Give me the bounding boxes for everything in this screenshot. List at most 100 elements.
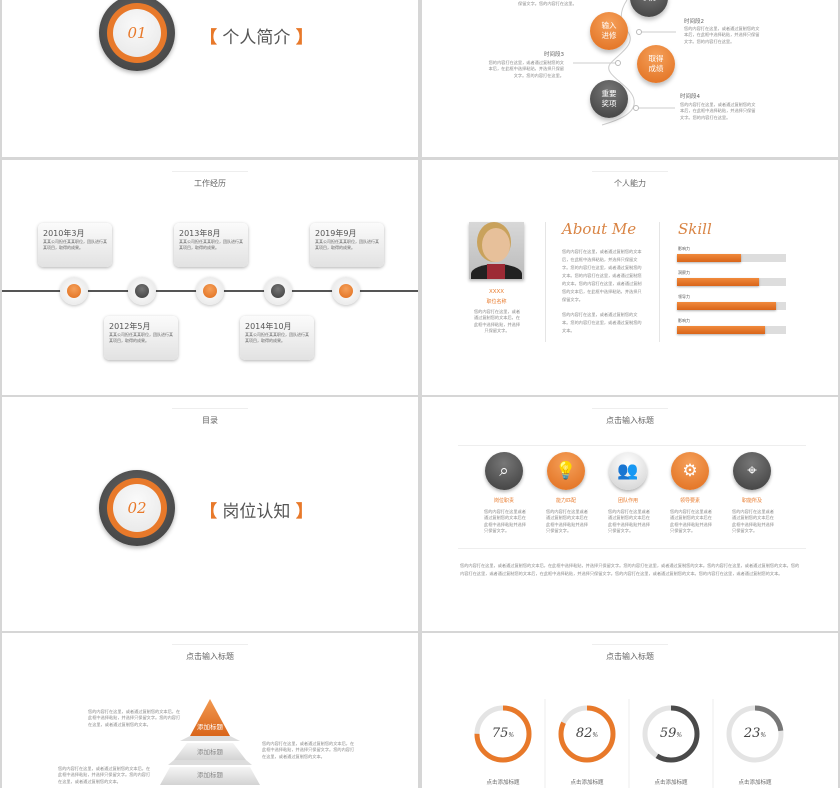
timeline-curve (573, 0, 676, 126)
slide-6-position-icons[interactable]: 点击输入标题 您的内容打在这里，或者通过复制您的文本后，在此框中选择粘贴，并选择… (422, 397, 838, 631)
ring-progress (642, 705, 700, 763)
event-bubble[interactable]: 2010年3月 某某公司担任某某职位，团队进行某某项目，取得的成果。 (38, 223, 112, 267)
lightbulb-icon[interactable]: 💡 (547, 452, 585, 490)
event-text: 某某公司担任某某职位，团队进行某某项目，取得的成果。 (245, 332, 309, 343)
timeline-ball[interactable]: 学历 (630, 0, 668, 17)
ring-value: 82% (561, 726, 613, 741)
pyramid-level-2 (174, 743, 246, 760)
timeline-dot (271, 284, 285, 298)
pyramid-text: 您的内容打在这里，或者通过复制您的文本后，在此框中选择粘贴，并选择只保留文字。您… (262, 741, 355, 759)
skill-bar (677, 302, 786, 310)
section-title-text: 个人简介 (222, 28, 291, 48)
divider (659, 222, 660, 342)
skill-bar (677, 326, 786, 334)
event-bubble[interactable]: 2013年8月 某某公司担任某某职位，团队进行某某项目，取得的成果。 (174, 223, 248, 267)
section-number-badge: 02 (99, 470, 175, 546)
slide-4-personal-ability[interactable]: 个人能力 XXXX 职位名称 您的内容打在这里，或者通过复制您的文本后，在此框中… (422, 160, 838, 395)
event-date: 2013年8月 (179, 229, 221, 238)
section-number-badge: 01 (99, 0, 175, 71)
slide-5-section-position[interactable]: 目录 02 【 岗位认知 】 (2, 397, 418, 631)
progress-rings (474, 699, 784, 788)
event-bubble[interactable]: 2019年9月 某某公司担任某某职位，团队进行某某项目，取得的成果。 (310, 223, 384, 267)
timeline-dot (203, 284, 217, 298)
slide-8-progress-rings[interactable]: 点击输入标题 75% 点击添加标题 82% 点击添加标题 59% 点击添加标题 23% 点击添… (422, 633, 838, 788)
about-me-text-2: 您的内容打在这里，或者通过复制您的文本。您的内容打在这里，或者通过复制您的文本。 (562, 312, 642, 333)
timeline-ball[interactable]: 取得成绩 (637, 45, 675, 83)
map-pin-icon[interactable]: ⌖ (733, 452, 771, 490)
item-text: 您的内容打在这里或者通过复制您的文本后在此框中选择粘贴并选择只保留文字。 (732, 509, 774, 533)
top-text: 保留文字。您的内容打在这里。 (518, 1, 577, 6)
item-text: 您的内容打在这里或者通过复制您的文本后在此框中选择粘贴并选择只保留文字。 (484, 509, 526, 533)
event-text: 某某公司担任某某职位，团队进行某某项目，取得的成果。 (43, 239, 107, 250)
period-text: 您的内容打在这里，或者通过复制您的文本后，在此框中选择粘贴，并选择只保留文字。您… (488, 60, 564, 78)
section-number: 02 (113, 484, 161, 532)
skill-label: 影响力 (678, 246, 690, 251)
bracket: 】 (295, 28, 313, 48)
event-date: 2019年9月 (315, 229, 357, 238)
divider (458, 445, 806, 446)
period-label: 时间段4 (680, 94, 700, 100)
slide-title: 点击输入标题 (2, 644, 418, 662)
ring-unit: % (676, 732, 683, 739)
event-bubble[interactable]: 2012年5月 某某公司担任某某职位，团队进行某某项目，取得的成果。 (104, 316, 178, 360)
head-gears-icon[interactable]: ⚙ (671, 452, 709, 490)
slide-7-pyramid[interactable]: 点击输入标题 添加标题 添加标题 添加标题 您的内容打在这里，或者通过复制您的文本后，… (2, 633, 418, 788)
timeline-node[interactable] (264, 277, 292, 305)
timeline-ball[interactable]: 输入进修 (590, 12, 628, 50)
section-title: 【 个人简介 】 (200, 23, 313, 48)
about-me-text: 您的内容打在这里，或者通过复制您的文本后，在此框中选择粘贴，并选择只保留文字。您… (562, 249, 642, 302)
timeline-node[interactable] (196, 277, 224, 305)
ring-value: 59% (645, 726, 697, 741)
timeline-node[interactable] (332, 277, 360, 305)
slide-title: 点击输入标题 (422, 644, 838, 662)
timeline-node[interactable] (60, 277, 88, 305)
team-icon[interactable]: 👥 (609, 452, 647, 490)
section-number: 01 (113, 9, 161, 57)
ring-number: 59 (659, 726, 677, 741)
item-label: 领导要素 (679, 498, 700, 504)
item-text: 您的内容打在这里或者通过复制您的文本后在此框中选择粘贴并选择只保留文字。 (670, 509, 712, 533)
ring-label: 点击添加标题 (570, 780, 604, 786)
skill-label: 影响力 (678, 318, 690, 323)
pyramid-level-3 (160, 767, 260, 785)
ring-value: 23% (729, 726, 781, 741)
skill-bar-fill (677, 278, 759, 286)
skill-bar (677, 254, 786, 262)
section-title-text: 岗位认知 (222, 502, 291, 522)
skill-bar-fill (677, 326, 766, 334)
slide-2-education-timeline[interactable]: 保留文字。您的内容打在这里。 学历输入进修取得成绩重要奖项时间段2您的内容打在这… (422, 0, 838, 157)
ring-progress (726, 705, 784, 763)
event-text: 某某公司担任某某职位，团队进行某某项目，取得的成果。 (179, 239, 243, 250)
slide-1-section-intro[interactable]: 01 【 个人简介 】 (2, 0, 418, 157)
pyramid-label: 添加标题 (197, 748, 223, 756)
ring-label: 点击添加标题 (654, 780, 688, 786)
bracket: 【 (200, 502, 217, 522)
slide-title: 点击输入标题 (422, 408, 838, 426)
item-label: 团队作用 (617, 498, 638, 504)
event-date: 2014年10月 (245, 322, 292, 331)
ring-label: 点击添加标题 (486, 780, 520, 786)
timeline-dot (339, 284, 353, 298)
summary-paragraph: 您的内容打在这里，或者通过复制您的文本后，在此框中选择粘贴，并选择只保留文字。您… (460, 563, 800, 576)
period-text: 您的内容打在这里，或者通过复制您的文本后，在此框中选择粘贴，并选择只保留文字。您… (680, 102, 756, 120)
bracket: 【 (200, 28, 217, 48)
slide-title: 目录 (2, 408, 418, 426)
ring-value: 75% (477, 726, 529, 741)
pyramid-label: 添加标题 (197, 771, 223, 779)
magnifier-icon[interactable]: ⌕ (485, 452, 523, 490)
profile-position: 职位名称 (486, 299, 507, 305)
event-date: 2012年5月 (109, 322, 151, 331)
period-label: 时间段3 (544, 52, 564, 58)
ring-unit: % (508, 732, 515, 739)
ring-progress (474, 705, 532, 763)
event-bubble[interactable]: 2014年10月 某某公司担任某某职位，团队进行某某项目，取得的成果。 (240, 316, 314, 360)
bracket: 】 (295, 502, 313, 522)
timeline-ball[interactable]: 重要奖项 (590, 80, 628, 118)
event-text: 某某公司担任某某职位，团队进行某某项目，取得的成果。 (315, 239, 379, 250)
section-title: 【 岗位认知 】 (200, 497, 313, 522)
timeline-node[interactable] (128, 277, 156, 305)
slide-3-work-experience[interactable]: 工作经历 2010年3月 某某公司担任某某职位，团队进行某某项目，取得的成果。 20… (2, 160, 418, 395)
pyramid-text: 您的内容打在这里，或者通过复制您的文本后，在此框中选择粘贴，并选择只保留文字。您… (58, 766, 151, 784)
ring-number: 75 (491, 726, 509, 741)
ring-number: 23 (743, 726, 761, 741)
